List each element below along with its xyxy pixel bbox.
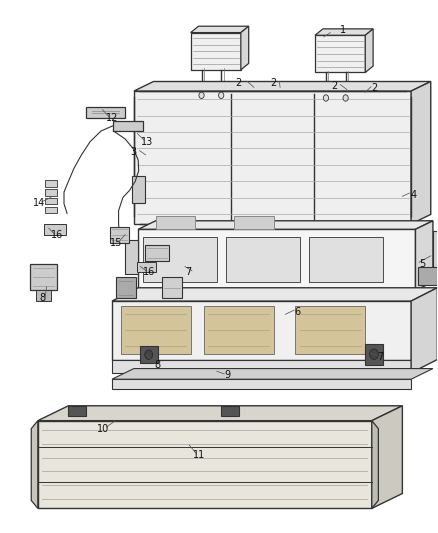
Text: 5: 5 bbox=[419, 259, 425, 269]
Polygon shape bbox=[365, 29, 373, 72]
Text: 16: 16 bbox=[143, 267, 155, 277]
Polygon shape bbox=[411, 288, 437, 373]
Polygon shape bbox=[137, 262, 155, 272]
Polygon shape bbox=[138, 221, 433, 229]
Polygon shape bbox=[162, 277, 182, 298]
Polygon shape bbox=[45, 207, 57, 213]
Polygon shape bbox=[145, 245, 169, 261]
Polygon shape bbox=[134, 91, 411, 224]
Text: 16: 16 bbox=[51, 230, 64, 240]
Text: 2: 2 bbox=[332, 81, 338, 91]
Polygon shape bbox=[138, 229, 416, 290]
Circle shape bbox=[199, 92, 204, 99]
Polygon shape bbox=[68, 406, 86, 416]
Circle shape bbox=[343, 95, 348, 101]
Polygon shape bbox=[365, 344, 383, 365]
Text: 8: 8 bbox=[39, 293, 45, 303]
Polygon shape bbox=[121, 306, 191, 354]
Text: 2: 2 bbox=[236, 78, 242, 88]
Circle shape bbox=[145, 350, 152, 360]
Text: 15: 15 bbox=[110, 238, 123, 247]
Polygon shape bbox=[143, 237, 217, 282]
Polygon shape bbox=[38, 406, 403, 421]
Polygon shape bbox=[125, 240, 138, 274]
Text: 10: 10 bbox=[97, 424, 110, 434]
Polygon shape bbox=[315, 35, 365, 72]
Text: 4: 4 bbox=[410, 190, 417, 200]
Polygon shape bbox=[112, 360, 411, 373]
Circle shape bbox=[323, 95, 328, 101]
Polygon shape bbox=[117, 277, 136, 298]
Polygon shape bbox=[322, 98, 330, 106]
Polygon shape bbox=[44, 224, 66, 235]
Polygon shape bbox=[308, 237, 383, 282]
Polygon shape bbox=[45, 189, 57, 196]
Polygon shape bbox=[372, 406, 403, 508]
Polygon shape bbox=[411, 82, 431, 224]
Polygon shape bbox=[134, 82, 431, 91]
Polygon shape bbox=[204, 306, 274, 354]
Text: 11: 11 bbox=[193, 450, 205, 460]
Polygon shape bbox=[226, 237, 300, 282]
Text: 1: 1 bbox=[340, 25, 346, 35]
Circle shape bbox=[370, 349, 378, 360]
Text: 2: 2 bbox=[270, 78, 277, 88]
Text: 7: 7 bbox=[185, 267, 191, 277]
Polygon shape bbox=[221, 406, 239, 416]
Polygon shape bbox=[45, 198, 57, 205]
Text: 7: 7 bbox=[378, 352, 384, 362]
Polygon shape bbox=[110, 227, 130, 243]
Polygon shape bbox=[112, 368, 433, 379]
Text: 12: 12 bbox=[106, 112, 118, 123]
Polygon shape bbox=[132, 176, 145, 203]
Polygon shape bbox=[295, 306, 365, 354]
Polygon shape bbox=[140, 346, 158, 364]
Polygon shape bbox=[155, 216, 195, 229]
Polygon shape bbox=[112, 379, 411, 389]
Polygon shape bbox=[433, 231, 438, 271]
Polygon shape bbox=[30, 264, 57, 290]
Polygon shape bbox=[38, 421, 372, 508]
Text: 14: 14 bbox=[33, 198, 45, 208]
Polygon shape bbox=[86, 107, 125, 118]
Polygon shape bbox=[372, 421, 378, 508]
Polygon shape bbox=[217, 95, 225, 103]
Text: 6: 6 bbox=[294, 306, 300, 317]
Polygon shape bbox=[234, 216, 274, 229]
Polygon shape bbox=[31, 421, 38, 508]
Polygon shape bbox=[112, 288, 437, 301]
Polygon shape bbox=[35, 290, 51, 301]
Text: 13: 13 bbox=[141, 136, 153, 147]
Text: 9: 9 bbox=[225, 370, 231, 381]
Polygon shape bbox=[45, 180, 57, 187]
Polygon shape bbox=[198, 95, 205, 103]
Text: 3: 3 bbox=[131, 147, 137, 157]
Polygon shape bbox=[191, 26, 249, 33]
Polygon shape bbox=[342, 98, 350, 106]
Polygon shape bbox=[416, 221, 433, 290]
Polygon shape bbox=[241, 26, 249, 70]
Circle shape bbox=[219, 92, 224, 99]
Text: 2: 2 bbox=[371, 83, 377, 93]
Text: 8: 8 bbox=[155, 360, 161, 370]
Polygon shape bbox=[191, 33, 241, 70]
Polygon shape bbox=[418, 266, 437, 285]
Polygon shape bbox=[112, 301, 411, 360]
Polygon shape bbox=[113, 122, 143, 131]
Polygon shape bbox=[315, 29, 373, 35]
